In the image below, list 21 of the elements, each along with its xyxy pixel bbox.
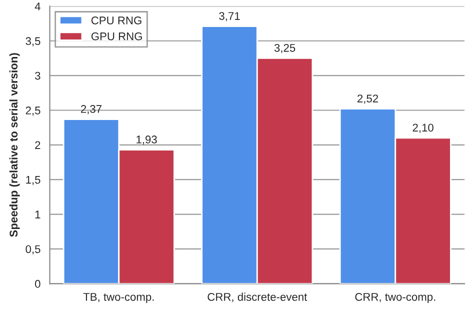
y-axis-title: Speedup (relative to serial version) — [9, 53, 20, 237]
y-tick-label: 2 — [35, 141, 40, 149]
x-tick-label: CRR, discrete-event — [208, 292, 308, 302]
data-label: 2,37 — [80, 105, 102, 114]
x-tick-label: CRR, two-comp. — [355, 292, 436, 304]
y-tick-label: 3,5 — [26, 37, 40, 46]
legend-label: GPU RNG — [91, 32, 142, 40]
legend-label: CPU RNG — [91, 16, 142, 24]
y-tick-label: 4 — [34, 2, 40, 10]
y-tick-label: 0 — [34, 280, 40, 288]
data-label: 2,52 — [357, 94, 378, 104]
data-label: 3,71 — [219, 12, 240, 22]
y-tick-label: 1 — [35, 210, 40, 218]
data-label: 2,10 — [412, 124, 434, 133]
y-tick-label: 1,5 — [26, 176, 40, 186]
y-tick-label: 3 — [34, 72, 40, 80]
y-tick-label: 2,5 — [26, 106, 40, 116]
data-label: 3,25 — [274, 44, 296, 54]
y-tick-label: 0,5 — [26, 245, 40, 254]
data-label: 1,93 — [136, 136, 157, 145]
x-tick-label: TB, two-comp. — [83, 293, 154, 304]
